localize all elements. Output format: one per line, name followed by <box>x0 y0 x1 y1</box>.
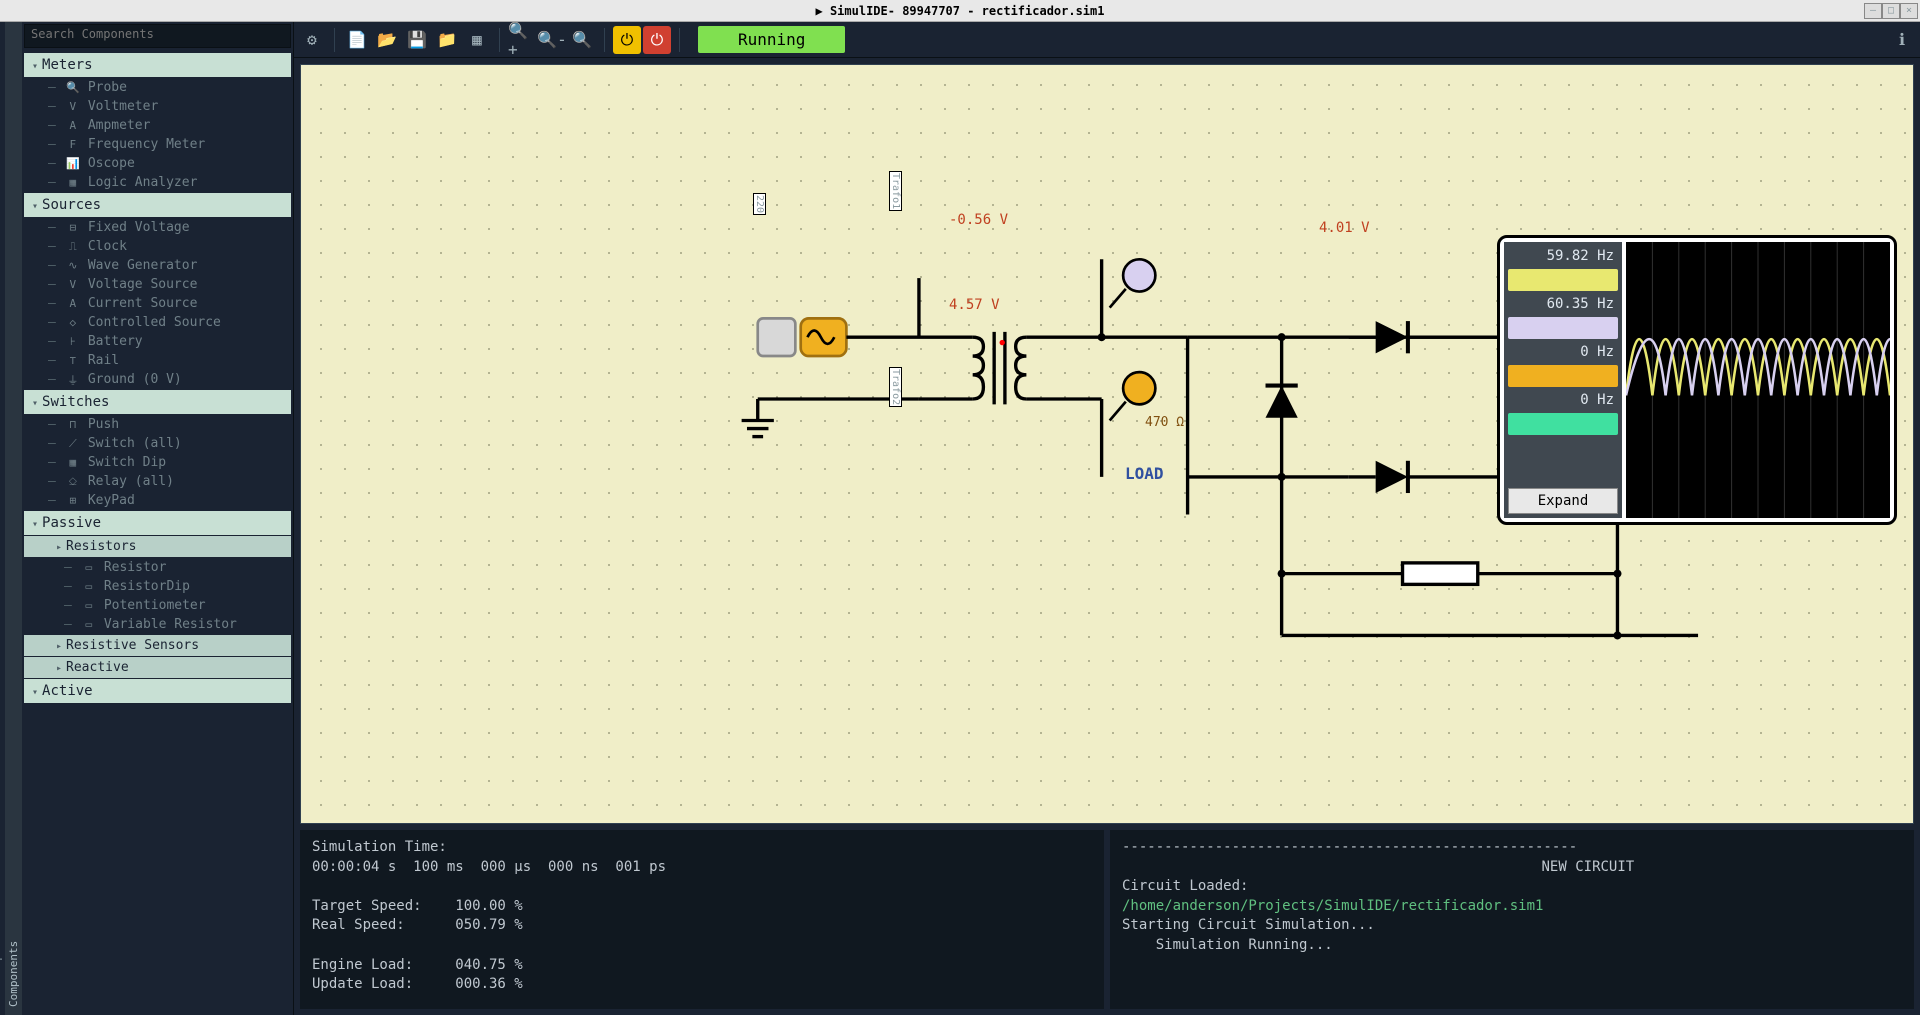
new-file-button[interactable]: 📄 <box>343 26 371 54</box>
oscope-screen <box>1626 242 1890 518</box>
canvas[interactable]: -0.56 V 4.57 V 4.01 V 470 Ω LOAD 220 Trafo1… <box>300 64 1914 824</box>
tree-item[interactable]: –◇Controlled Source <box>24 313 291 332</box>
settings-button[interactable]: ⚙ <box>298 26 326 54</box>
rail-tab-file-explorer[interactable]: File explorer <box>0 22 5 1015</box>
resistor-label: 470 Ω <box>1145 415 1184 430</box>
tree-item[interactable]: –▭Resistor <box>24 558 291 577</box>
search-box <box>24 24 291 48</box>
tree-item[interactable]: –⟋Switch (all) <box>24 434 291 453</box>
toolbar: ⚙ 📄 📂 💾 📁 ▦ 🔍+ 🔍- 🔍 ⏻ ⏻ Running ℹ <box>294 22 1920 58</box>
tree-item[interactable]: –⊟Fixed Voltage <box>24 218 291 237</box>
probe-reading: 4.01 V <box>1319 220 1370 236</box>
maximize-button[interactable]: □ <box>1882 3 1900 19</box>
tree-item[interactable]: –ACurrent Source <box>24 294 291 313</box>
info-button[interactable]: ℹ <box>1888 26 1916 54</box>
tree-item[interactable]: –🔍Probe <box>24 78 291 97</box>
tree-category[interactable]: ▾Active <box>24 679 291 703</box>
component-label: 220 <box>753 193 766 215</box>
tree-item[interactable]: –AAmpmeter <box>24 116 291 135</box>
workspace: ⚙ 📄 📂 💾 📁 ▦ 🔍+ 🔍- 🔍 ⏻ ⏻ Running ℹ <box>294 22 1920 1015</box>
tree-category[interactable]: ▾Switches <box>24 390 291 414</box>
component-label: Trafo1 <box>889 171 902 211</box>
rail-tab-components[interactable]: Components <box>5 22 22 1015</box>
tree-item[interactable]: –FFrequency Meter <box>24 135 291 154</box>
open-file-button[interactable]: 📂 <box>373 26 401 54</box>
tree-item[interactable]: –⎍Clock <box>24 237 291 256</box>
tree-subcategory[interactable]: ▸Resistors <box>24 536 291 557</box>
tree-subcategory[interactable]: ▸Reactive <box>24 657 291 678</box>
oscope-freq: 60.35 Hz <box>1508 294 1618 314</box>
oscope-expand-button[interactable]: Expand <box>1508 488 1618 514</box>
tree-item[interactable]: –VVoltmeter <box>24 97 291 116</box>
probe-reading: -0.56 V <box>949 212 1008 228</box>
zoom-in-button[interactable]: 🔍+ <box>508 26 536 54</box>
tree-item[interactable]: –▭Variable Resistor <box>24 615 291 634</box>
minimize-button[interactable]: – <box>1864 3 1882 19</box>
load-label: LOAD <box>1125 464 1164 483</box>
oscilloscope[interactable]: 59.82 Hz 60.35 Hz 0 Hz 0 Hz Expand <box>1497 235 1897 525</box>
export-button[interactable]: ▦ <box>463 26 491 54</box>
component-tree[interactable]: ▾Meters–🔍Probe–VVoltmeter–AAmpmeter–FFre… <box>22 50 293 1015</box>
tree-item[interactable]: –▭ResistorDip <box>24 577 291 596</box>
tree-item[interactable]: –▦Switch Dip <box>24 453 291 472</box>
tree-subcategory[interactable]: ▸Resistive Sensors <box>24 635 291 656</box>
search-input[interactable] <box>31 27 284 41</box>
circuit: -0.56 V 4.57 V 4.01 V 470 Ω LOAD 220 Trafo1… <box>301 65 1913 823</box>
component-sidebar: ▾Meters–🔍Probe–VVoltmeter–AAmpmeter–FFre… <box>22 22 294 1015</box>
oscope-channels: 59.82 Hz 60.35 Hz 0 Hz 0 Hz Expand <box>1504 242 1622 518</box>
tree-category[interactable]: ▾Sources <box>24 193 291 217</box>
tree-item[interactable]: –⊞KeyPad <box>24 491 291 510</box>
oscope-channel-color[interactable] <box>1508 365 1618 387</box>
bottom-panels: Simulation Time:00:00:04 s 100 ms 000 µs… <box>294 830 1920 1015</box>
oscope-freq: 0 Hz <box>1508 390 1618 410</box>
oscope-channel-color[interactable] <box>1508 413 1618 435</box>
tree-item[interactable]: –▦Logic Analyzer <box>24 173 291 192</box>
component-label: Trafo2 <box>889 367 902 407</box>
close-button[interactable]: × <box>1900 3 1918 19</box>
tree-item[interactable]: –⊤Rail <box>24 351 291 370</box>
status-panel: Simulation Time:00:00:04 s 100 ms 000 µs… <box>300 830 1104 1009</box>
console-panel: ----------------------------------------… <box>1110 830 1914 1009</box>
tree-item[interactable]: –▭Potentiometer <box>24 596 291 615</box>
save-as-button[interactable]: 📁 <box>433 26 461 54</box>
tree-item[interactable]: –⎐Relay (all) <box>24 472 291 491</box>
sim-stop-button[interactable]: ⏻ <box>643 26 671 54</box>
tree-category[interactable]: ▾Passive <box>24 511 291 535</box>
sim-status: Running <box>698 26 845 53</box>
oscope-channel-color[interactable] <box>1508 269 1618 291</box>
window-title: ▶ SimulIDE- 89947707 - rectificador.sim1 <box>816 4 1105 18</box>
tree-item[interactable]: –⊓Push <box>24 415 291 434</box>
tree-item[interactable]: –⊦Battery <box>24 332 291 351</box>
sim-play-button[interactable]: ⏻ <box>613 26 641 54</box>
save-button[interactable]: 💾 <box>403 26 431 54</box>
tree-item[interactable]: –📊Oscope <box>24 154 291 173</box>
oscope-freq: 0 Hz <box>1508 342 1618 362</box>
titlebar: ▶ SimulIDE- 89947707 - rectificador.sim1… <box>0 0 1920 22</box>
tree-item[interactable]: –VVoltage Source <box>24 275 291 294</box>
zoom-fit-button[interactable]: 🔍 <box>568 26 596 54</box>
left-rail: Components File explorer <box>0 22 22 1015</box>
tree-category[interactable]: ▾Meters <box>24 53 291 77</box>
tree-item[interactable]: –⏚Ground (0 V) <box>24 370 291 389</box>
zoom-out-button[interactable]: 🔍- <box>538 26 566 54</box>
oscope-channel-color[interactable] <box>1508 317 1618 339</box>
oscope-freq: 59.82 Hz <box>1508 246 1618 266</box>
tree-item[interactable]: –∿Wave Generator <box>24 256 291 275</box>
probe-reading: 4.57 V <box>949 297 1000 313</box>
